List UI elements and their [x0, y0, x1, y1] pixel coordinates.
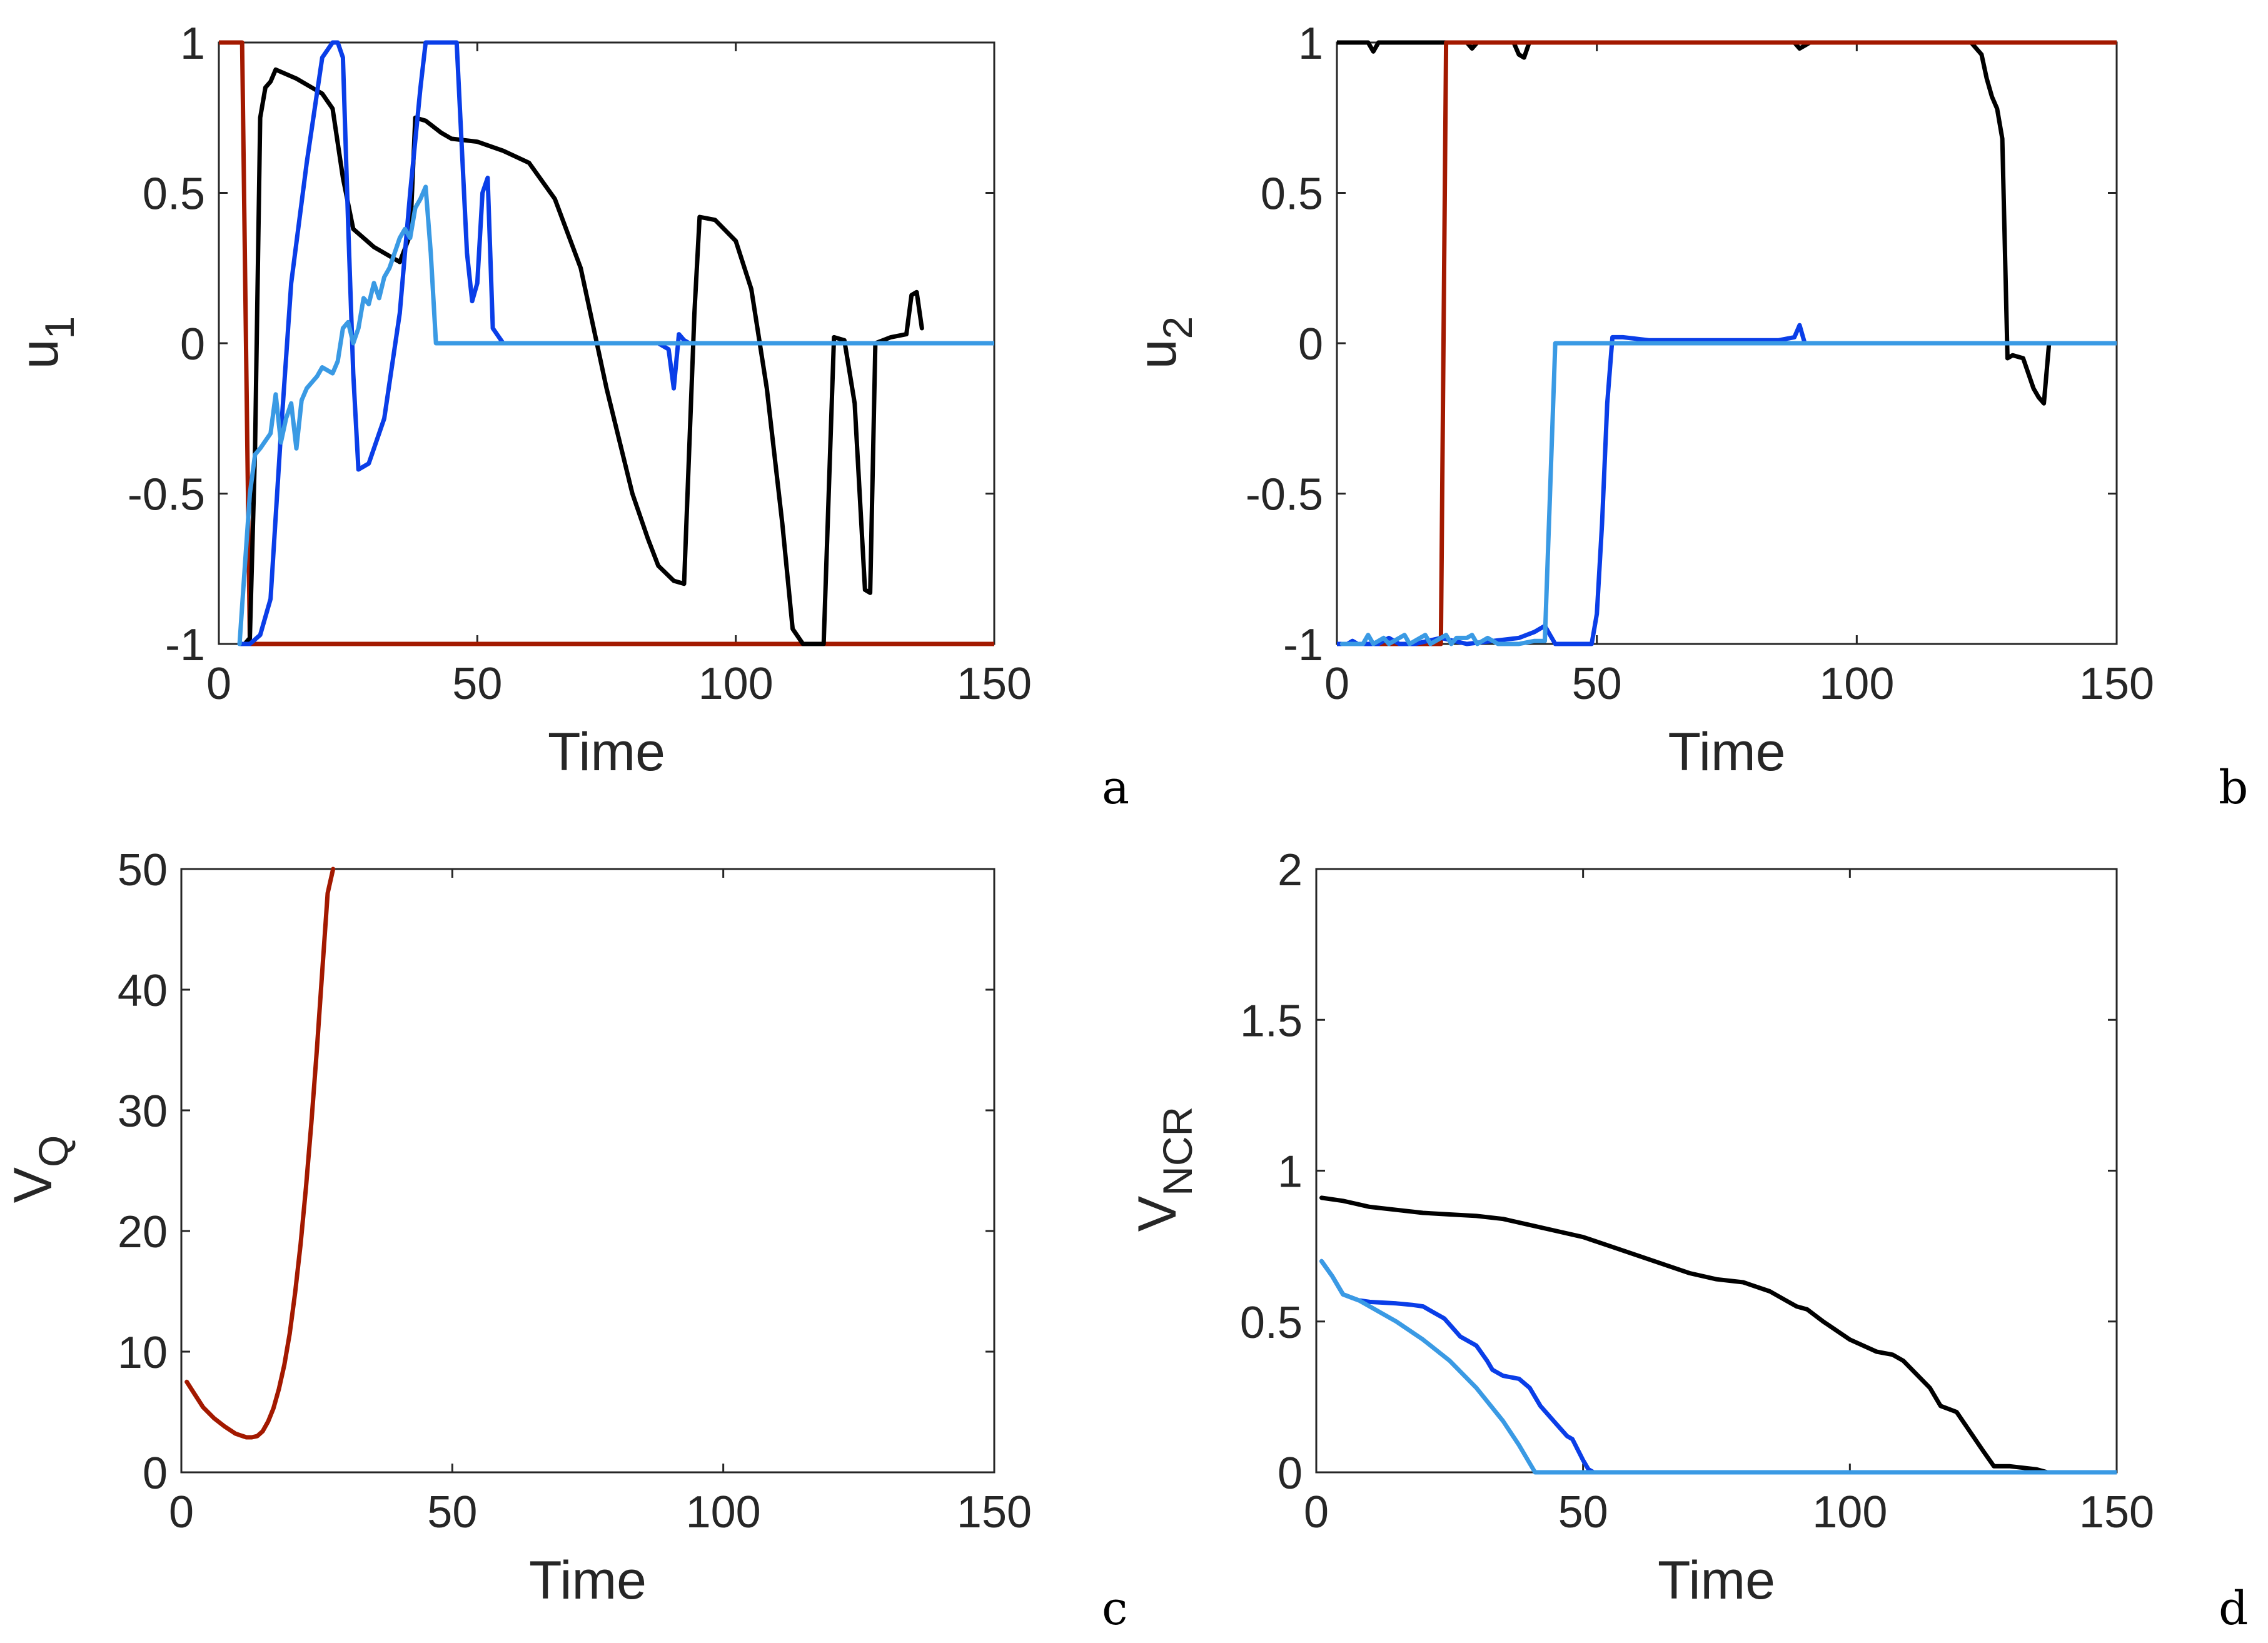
x-axis-label: Time [1668, 722, 1786, 782]
x-tick-label: 50 [1558, 1487, 1608, 1537]
series-line-lightblue [1339, 341, 2117, 646]
y-tick-label: -0.5 [128, 470, 205, 520]
series-line-lightblue [1319, 1259, 2117, 1475]
y-tick-label: -1 [1283, 620, 1323, 670]
y-axis-label-subscript: 2 [1154, 316, 1201, 339]
y-tick-label: 10 [118, 1328, 168, 1378]
y-axis-label-main: V [3, 1167, 63, 1203]
y-axis-label: u2 [1127, 316, 1201, 369]
y-axis-label-main: u [9, 339, 69, 369]
y-axis-label-subscript: 1 [36, 316, 83, 339]
y-axis-label-subscript: Q [30, 1135, 76, 1167]
y-axis-label-main: V [1127, 1196, 1187, 1232]
x-tick-label: 150 [957, 1487, 1032, 1537]
series-line-black [242, 67, 924, 646]
x-tick-label: 50 [1572, 659, 1622, 709]
axes-box [180, 868, 995, 1474]
y-tick-label: 40 [118, 966, 168, 1016]
panel-b: 0 50 100 150 -1 -0.5 0 0.5 1 Time u2 [1127, 19, 2154, 782]
y-tick-label: 1 [1278, 1147, 1303, 1197]
panel-label-c: c [1102, 1582, 1127, 1635]
x-tick-label: 150 [2079, 1487, 2154, 1537]
series-group [184, 867, 336, 1440]
y-tick-label: 50 [118, 845, 168, 895]
y-tick-label: 1.5 [1240, 996, 1303, 1046]
y-tick-label: 2 [1278, 845, 1303, 895]
series-group [219, 40, 994, 646]
series-line-blue [1337, 323, 2117, 646]
x-tick-label: 50 [452, 659, 502, 709]
y-tick-label: 30 [118, 1087, 168, 1137]
y-tick-label: 1 [1298, 19, 1323, 69]
y-axis-label: VNCR [1127, 1107, 1201, 1232]
x-tick-label: 0 [1304, 1487, 1329, 1537]
series-line-black [1319, 1195, 2117, 1475]
panel-label-a: a [1102, 761, 1129, 815]
y-axis-label: VQ [3, 1135, 76, 1203]
series-group [1337, 40, 2117, 646]
y-tick-label: 0.5 [1261, 169, 1323, 219]
y-tick-label: 0.5 [143, 169, 205, 219]
x-tick-label: 100 [1812, 1487, 1887, 1537]
x-tick-label: 0 [206, 659, 231, 709]
y-tick-label: 0 [143, 1449, 168, 1499]
panel-d: 0 50 100 150 0 0.5 1 1.5 2 Time VNCR [1127, 845, 2154, 1610]
series-line-blue [237, 40, 994, 646]
series-line-lightblue [237, 184, 994, 646]
x-tick-label: 0 [1324, 659, 1349, 709]
y-axis-label-main: u [1127, 339, 1187, 369]
x-axis-label: Time [1658, 1550, 1775, 1610]
series-group [1319, 1195, 2117, 1475]
y-tick-label: 0 [1298, 319, 1323, 369]
x-tick-label: 150 [2079, 659, 2154, 709]
x-tick-label: 100 [686, 1487, 761, 1537]
series-line-red [184, 867, 336, 1440]
x-tick-label: 50 [427, 1487, 477, 1537]
x-tick-label: 0 [169, 1487, 194, 1537]
x-axis-label: Time [548, 722, 665, 782]
series-line-red [219, 40, 994, 646]
panel-c: 0 50 100 150 0 10 20 30 40 50 Time VQ [3, 845, 1032, 1610]
axes-box [1315, 868, 2118, 1474]
y-axis-label: u1 [9, 316, 83, 369]
y-axis-label-subscript: NCR [1154, 1107, 1201, 1196]
panel-label-d: d [2219, 1582, 2248, 1635]
y-tick-label: 1 [180, 19, 205, 69]
y-tick-label: 0.5 [1240, 1298, 1303, 1348]
x-tick-label: 100 [698, 659, 774, 709]
x-tick-label: 150 [957, 659, 1032, 709]
y-tick-label: 0 [1278, 1449, 1303, 1499]
y-tick-label: -0.5 [1246, 470, 1323, 520]
y-tick-label: -1 [165, 620, 205, 670]
x-tick-label: 100 [1819, 659, 1894, 709]
series-line-blue [1319, 1259, 1788, 1475]
x-axis-label: Time [529, 1550, 647, 1610]
y-tick-label: 0 [180, 319, 205, 369]
panel-label-b: b [2219, 761, 2248, 815]
y-tick-label: 20 [118, 1207, 168, 1257]
